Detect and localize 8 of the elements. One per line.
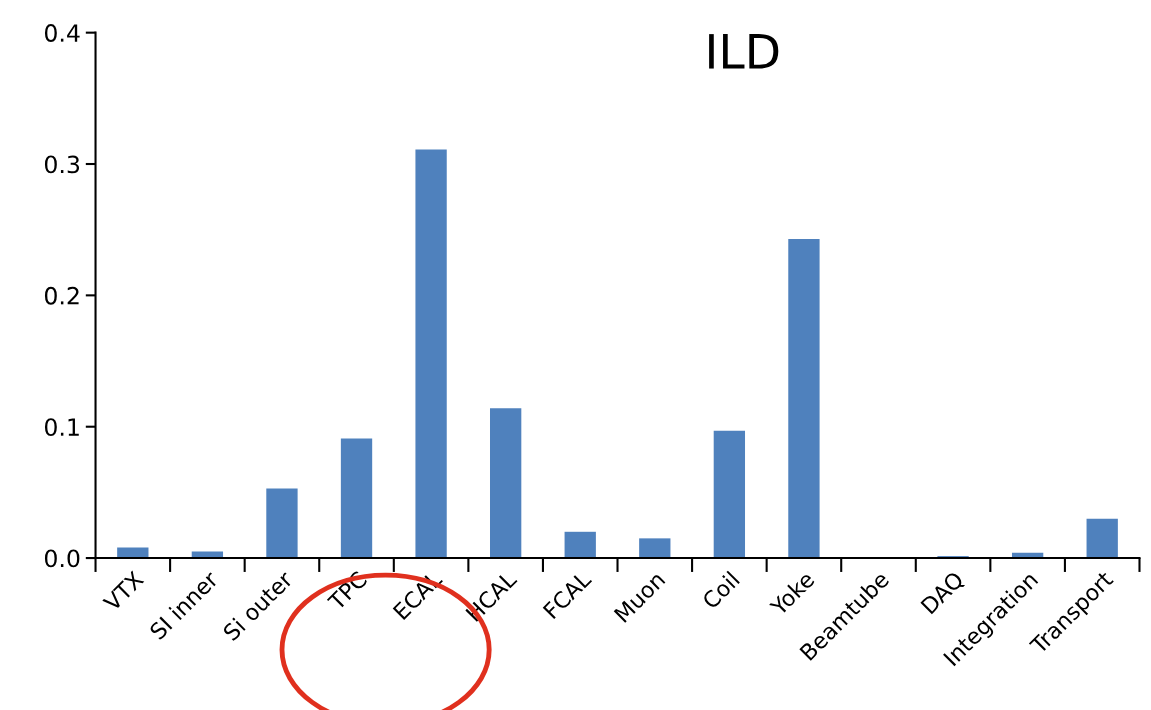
y-tick-label: 0.0 xyxy=(44,549,80,568)
y-tick-label: 0.3 xyxy=(44,155,80,174)
chart-title: ILD xyxy=(709,34,779,69)
y-tick-label: 0.1 xyxy=(44,418,79,437)
y-tick-label: 0.2 xyxy=(44,286,79,305)
x-tick-label: TPC xyxy=(326,570,368,612)
x-tick-label: Coil xyxy=(700,570,741,610)
y-tick-label: 0.4 xyxy=(44,24,80,42)
